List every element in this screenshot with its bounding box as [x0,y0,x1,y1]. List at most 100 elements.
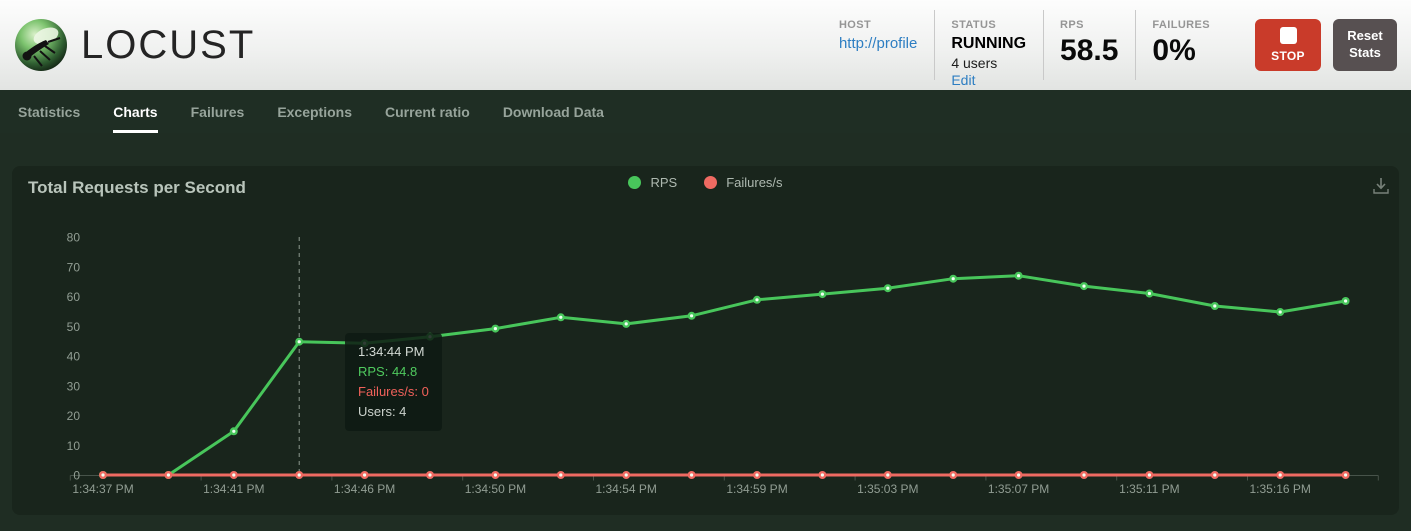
y-axis-label: 20 [67,409,81,423]
tooltip-failures: Failures/s: 0 [358,384,429,399]
data-point-center [1147,291,1151,296]
data-point-center [428,473,432,477]
save-chart-button[interactable] [1370,175,1392,197]
header-stats: HOST http://profile STATUS RUNNING 4 use… [823,10,1227,88]
tooltip-users: Users: 4 [358,404,407,419]
data-point-center [1278,310,1282,314]
data-point-center [755,298,759,302]
x-axis-label: 1:35:07 PM [988,482,1049,496]
data-point-center [1017,274,1021,278]
y-axis-label: 60 [67,290,81,304]
host-stat: HOST http://profile [823,10,934,80]
data-point-center [755,473,759,477]
status-stat: STATUS RUNNING 4 users Edit [934,10,1043,88]
reset-stats-button[interactable]: Reset Stats [1333,19,1397,71]
rps-label: RPS [1060,19,1084,31]
data-point-center [166,473,170,477]
x-axis-label: 1:34:46 PM [334,482,395,496]
data-point-center [297,473,301,477]
rps-chart-panel: Total Requests per Second RPS Failures/s… [12,166,1399,515]
data-point-center [1082,473,1086,477]
stop-button-label: STOP [1271,49,1305,63]
data-point-center [493,473,497,477]
tab-charts[interactable]: Charts [113,90,158,133]
chart-tooltip: 1:34:44 PM RPS: 44.8 Failures/s: 0 Users… [345,333,442,431]
host-link[interactable]: http://profile [838,35,918,52]
data-point-center [101,473,105,477]
tab-current-ratio[interactable]: Current ratio [385,103,470,120]
locust-logo-icon [14,18,68,72]
chart-title: Total Requests per Second [28,178,246,197]
y-axis-label: 30 [67,379,81,393]
data-point-center [232,473,236,477]
status-label: STATUS [951,19,997,31]
logo-text: LOCUST [81,22,256,67]
data-point-center [1278,473,1282,477]
data-point-center [1344,473,1348,477]
failures-label: FAILURES [1152,19,1210,31]
host-label: HOST [838,19,872,31]
data-point-center [1147,473,1151,477]
x-axis-label: 1:34:50 PM [465,482,526,496]
page-body: Total Requests per Second RPS Failures/s… [0,133,1411,531]
failures-value: 0% [1152,34,1196,67]
rps-chart-canvas[interactable]: 0 10 20 30 40 50 60 70 80 1:34:37 PM 1:34:41 PM 1:3… [12,166,1399,515]
tab-download-data[interactable]: Download Data [502,103,604,120]
green-dot-icon [628,176,642,189]
failures-stat: FAILURES 0% [1135,10,1227,80]
rps-stat: RPS 58.5 [1043,10,1135,80]
main-nav: Statistics Charts Failures Exceptions Cu… [0,90,1411,133]
tooltip-time: 1:34:44 PM [358,344,425,359]
x-axis-label: 1:35:11 PM [1119,482,1179,496]
data-point-center [493,327,497,331]
chart-legend: RPS Failures/s [12,175,1399,190]
tab-statistics[interactable]: Statistics [18,103,81,120]
data-point-center [690,473,694,477]
data-point-center [820,292,825,296]
status-value: RUNNING [951,35,1027,52]
data-point-center [559,473,563,477]
legend-label-rps: RPS [650,175,678,190]
tab-failures[interactable]: Failures [190,103,245,120]
data-point-center [886,286,890,290]
y-axis-label: 70 [67,260,81,274]
data-point-center [1344,299,1348,303]
data-point-center [1082,284,1086,288]
x-axis-label: 1:34:54 PM [596,482,657,496]
data-point-center [232,429,236,433]
x-axis-label: 1:34:41 PM [203,482,264,496]
data-point-center [820,473,825,477]
tooltip-rps: RPS: 44.8 [358,364,418,379]
locust-logo[interactable]: LOCUST [14,18,255,72]
rps-line [101,274,1348,477]
reset-stats-label: Reset Stats [1347,28,1383,60]
data-point-center [690,314,694,318]
x-axis-label: 1:34:59 PM [726,482,787,496]
y-axis-label: 50 [67,320,81,334]
data-point-center [951,277,955,281]
stop-square-icon [1279,27,1297,44]
app-header: LOCUST HOST http://profile STATUS RUNNIN… [0,0,1411,90]
legend-item-rps[interactable]: RPS [628,175,677,190]
y-axis-label: 40 [67,350,81,364]
y-axis-label: 0 [73,469,80,483]
download-icon [1370,178,1392,201]
x-axis-label: 1:35:16 PM [1250,482,1311,496]
tab-exceptions[interactable]: Exceptions [277,103,353,120]
data-point-center [297,340,301,344]
stop-button[interactable]: STOP [1255,19,1321,71]
data-point-center [624,322,628,326]
edit-link[interactable]: Edit [951,72,976,88]
data-point-center [1017,473,1021,477]
data-point-center [951,473,955,477]
x-axis-label: 1:34:37 PM [72,482,133,496]
data-point-center [624,473,628,477]
data-point-center [363,473,367,477]
data-point-center [1213,304,1217,308]
legend-item-failures[interactable]: Failures/s [704,175,783,190]
y-axis-label: 80 [67,231,81,245]
data-point-center [559,315,563,319]
user-count: 4 users [951,55,998,71]
data-point-center [886,473,890,477]
legend-label-failures: Failures/s [726,175,783,190]
